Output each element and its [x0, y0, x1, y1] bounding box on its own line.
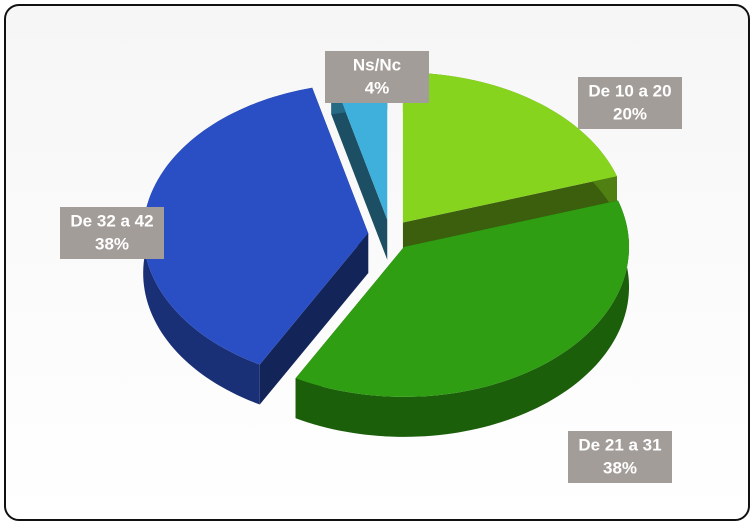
labels: De 10 a 20 20% De 21 a 31 38% De 32 a 42 38% N…	[60, 51, 682, 483]
slice	[295, 200, 630, 397]
value-label: 38%	[95, 234, 129, 253]
value-label: 4%	[365, 78, 390, 97]
category-label: De 32 a 42	[70, 211, 153, 230]
category-label: Ns/Nc	[353, 55, 401, 74]
category-label: De 10 a 20	[588, 81, 671, 100]
label-box	[60, 207, 164, 259]
label-box	[578, 77, 682, 129]
value-label: 20%	[613, 104, 647, 123]
slice-side	[295, 200, 630, 437]
label-box	[568, 431, 672, 483]
label-box	[325, 51, 429, 103]
category-label: De 21 a 31	[578, 435, 661, 454]
value-label: 38%	[603, 458, 637, 477]
slice-wall	[259, 233, 369, 405]
slice-wall	[331, 74, 388, 260]
slice	[143, 87, 369, 365]
pie-tops	[143, 69, 630, 397]
slice	[331, 69, 388, 220]
slice	[402, 72, 617, 223]
